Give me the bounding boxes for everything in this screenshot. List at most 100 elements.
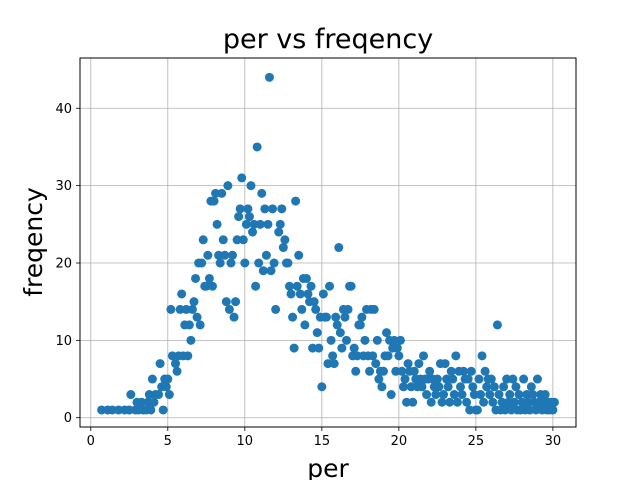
data-point <box>266 266 276 276</box>
data-point <box>295 289 305 299</box>
data-point <box>448 374 458 384</box>
data-point <box>402 397 412 407</box>
data-point <box>497 397 507 407</box>
data-point <box>195 320 205 330</box>
data-point <box>400 374 410 384</box>
data-point <box>260 204 270 214</box>
data-point <box>472 405 482 415</box>
data-point <box>452 397 462 407</box>
data-point <box>164 390 174 400</box>
data-point <box>309 297 319 307</box>
data-point <box>237 173 247 183</box>
data-point <box>531 405 541 415</box>
data-point <box>340 312 350 322</box>
data-point <box>349 343 359 353</box>
data-point <box>449 390 459 400</box>
data-point <box>389 335 399 345</box>
data-point <box>223 181 233 191</box>
data-point <box>440 359 450 369</box>
data-point <box>158 405 168 415</box>
data-point <box>186 335 196 345</box>
data-point <box>323 359 333 369</box>
data-point <box>177 289 187 299</box>
data-point <box>374 374 384 384</box>
data-point <box>252 142 262 152</box>
data-point <box>291 196 301 206</box>
y-tick-label: 10 <box>55 334 72 349</box>
data-point <box>215 258 225 268</box>
data-point <box>334 243 344 253</box>
data-point <box>378 366 388 376</box>
data-point <box>203 250 213 260</box>
data-point <box>466 366 476 376</box>
data-point <box>301 273 311 283</box>
data-point <box>314 343 324 353</box>
data-point <box>269 258 279 268</box>
data-point <box>263 219 273 229</box>
data-points <box>97 72 559 415</box>
data-point <box>437 397 447 407</box>
data-point <box>346 281 356 291</box>
data-point <box>422 390 432 400</box>
data-point <box>477 351 487 361</box>
data-point <box>326 335 336 345</box>
data-point <box>235 204 245 214</box>
data-point <box>171 359 181 369</box>
data-point <box>303 289 313 299</box>
data-point <box>503 397 513 407</box>
x-tick-label: 25 <box>468 434 485 449</box>
data-point <box>155 359 165 369</box>
data-point <box>234 212 244 222</box>
data-point <box>254 258 264 268</box>
data-point <box>525 405 535 415</box>
data-point <box>97 405 107 415</box>
x-tick-label: 30 <box>545 434 562 449</box>
data-point <box>549 397 559 407</box>
data-point <box>243 204 253 214</box>
data-point <box>167 351 177 361</box>
data-point <box>226 258 236 268</box>
data-point <box>124 405 134 415</box>
data-point <box>149 397 159 407</box>
data-point <box>238 235 248 245</box>
data-point <box>257 188 267 198</box>
data-point <box>517 397 527 407</box>
data-point <box>419 351 429 361</box>
y-tick-label: 20 <box>55 257 72 272</box>
data-point <box>306 281 316 291</box>
data-point <box>126 390 136 400</box>
x-tick-label: 20 <box>391 434 408 449</box>
data-point <box>446 366 456 376</box>
data-point <box>479 397 489 407</box>
data-point <box>271 304 281 314</box>
data-point <box>431 390 441 400</box>
data-point <box>365 366 375 376</box>
data-point <box>414 359 424 369</box>
data-point <box>443 382 453 392</box>
data-point <box>509 397 519 407</box>
data-point <box>417 382 427 392</box>
chart-title: per vs freqency <box>223 24 433 55</box>
data-point <box>275 219 285 229</box>
data-point <box>204 273 214 283</box>
data-point <box>232 235 242 245</box>
data-point <box>288 312 298 322</box>
data-point <box>526 382 536 392</box>
data-point <box>522 390 532 400</box>
data-point <box>166 304 176 314</box>
data-point <box>221 297 231 307</box>
data-point <box>462 397 472 407</box>
data-point <box>329 359 339 369</box>
data-point <box>277 204 287 214</box>
data-point <box>489 382 499 392</box>
data-point <box>492 320 502 330</box>
data-point <box>264 72 274 82</box>
data-point <box>451 351 461 361</box>
data-point <box>246 181 256 191</box>
data-point <box>475 390 485 400</box>
data-point <box>192 312 202 322</box>
data-point <box>337 343 347 353</box>
data-point <box>506 405 516 415</box>
data-point <box>485 390 495 400</box>
data-point <box>502 374 512 384</box>
